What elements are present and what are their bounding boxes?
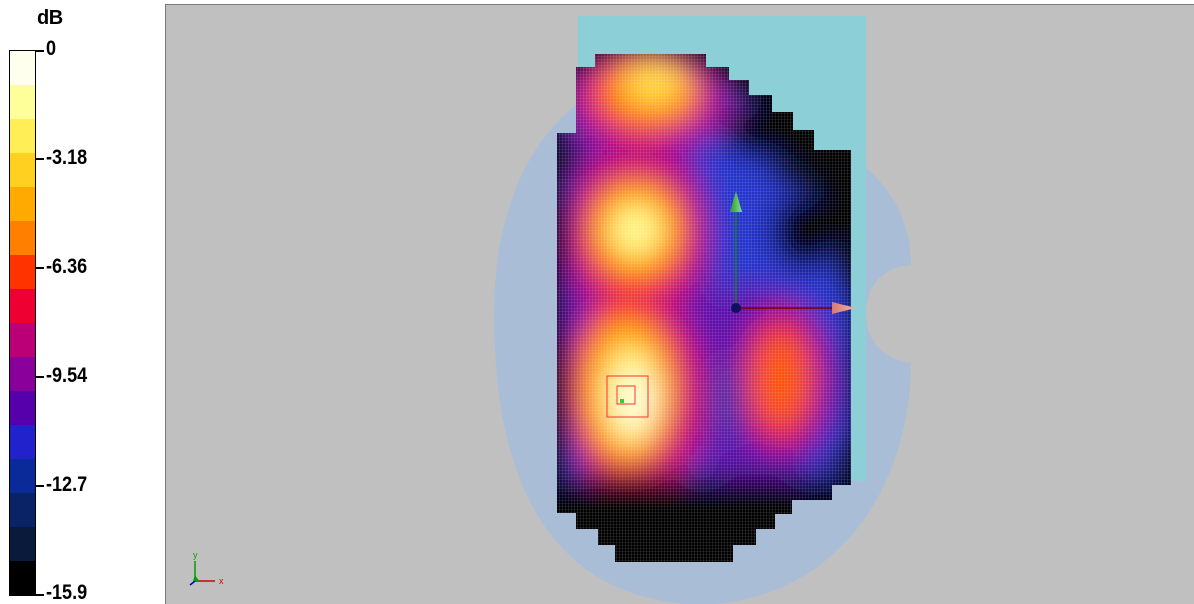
legend-color-step [10, 561, 35, 595]
probe-axes [730, 191, 856, 314]
legend-color-step [10, 153, 35, 187]
probe-origin [731, 303, 741, 313]
field-map [557, 54, 851, 562]
legend-label: -9.54 [46, 364, 88, 387]
legend-label: -12.7 [46, 473, 88, 496]
legend-color-step [10, 85, 35, 119]
legend-unit: dB [37, 7, 63, 29]
legend-label-max: 0 [46, 37, 57, 60]
legend-tick [36, 158, 44, 160]
axis-triad-x-label: x [219, 576, 224, 586]
legend-color-step [10, 221, 35, 255]
legend-color-step [10, 357, 35, 391]
legend-label-min: -15.9 [46, 581, 88, 604]
legend-color-step [10, 459, 35, 493]
legend-color-step [10, 119, 35, 153]
axis-triad-y-label: y [193, 550, 198, 560]
peak-marker [606, 375, 649, 418]
legend-color-step [10, 527, 35, 561]
3d-viewport[interactable]: y x [165, 4, 1194, 604]
legend-label: -6.36 [46, 255, 88, 278]
legend-colorbar [9, 50, 36, 596]
legend-color-step [10, 493, 35, 527]
legend-color-step [10, 187, 35, 221]
legend-tick [36, 376, 44, 378]
legend-color-step [10, 391, 35, 425]
color-legend: dB 0 -3.18 -6.36 -9.54 -12.7 -15.9 [0, 0, 160, 604]
axis-triad: y x [189, 550, 224, 586]
legend-label: -3.18 [46, 146, 88, 169]
legend-color-step [10, 289, 35, 323]
legend-color-step [10, 425, 35, 459]
legend-tick [36, 485, 44, 487]
legend-tick [36, 50, 44, 52]
x-axis-arrow [832, 302, 856, 314]
legend-color-step [10, 323, 35, 357]
field-scene: y x [189, 16, 911, 604]
y-axis-arrow [730, 191, 742, 212]
legend-color-step [10, 51, 35, 85]
legend-color-step [10, 255, 35, 289]
legend-tick [36, 594, 44, 596]
legend-tick [36, 267, 44, 269]
